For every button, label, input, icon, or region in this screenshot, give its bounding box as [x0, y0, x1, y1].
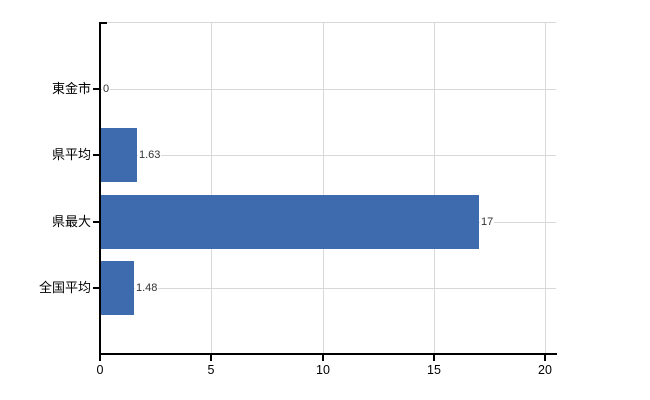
- plot-top-border: [100, 22, 556, 23]
- y-axis: [99, 22, 101, 355]
- row-gridline: [100, 155, 556, 156]
- x-tick: [322, 355, 324, 361]
- y-tick: [93, 154, 100, 156]
- value-label: 1.48: [135, 281, 159, 295]
- y-tick: [93, 287, 100, 289]
- x-tick-label: 15: [427, 363, 441, 377]
- y-axis-top-tick: [100, 22, 107, 24]
- x-axis: [99, 353, 557, 355]
- value-label: 0: [102, 82, 111, 96]
- x-tick: [544, 355, 546, 361]
- bar: [101, 261, 134, 315]
- value-label: 17: [480, 215, 495, 229]
- category-label: 東金市: [51, 81, 91, 96]
- bar: [101, 195, 479, 249]
- x-gridline: [323, 22, 324, 353]
- x-tick: [99, 355, 101, 361]
- bar: [101, 128, 137, 182]
- category-label: 県平均: [51, 147, 91, 162]
- x-tick-label: 0: [96, 363, 104, 377]
- y-tick: [93, 88, 100, 90]
- row-gridline: [100, 89, 556, 90]
- x-tick-label: 5: [207, 363, 215, 377]
- x-gridline: [434, 22, 435, 353]
- category-label: 県最大: [51, 214, 91, 229]
- x-gridline: [545, 22, 546, 353]
- x-tick: [433, 355, 435, 361]
- row-gridline: [100, 288, 556, 289]
- x-tick-label: 10: [316, 363, 330, 377]
- y-tick: [93, 221, 100, 223]
- category-label: 全国平均: [38, 280, 91, 295]
- x-gridline: [211, 22, 212, 353]
- x-tick-label: 20: [538, 363, 552, 377]
- x-tick: [210, 355, 212, 361]
- value-label: 1.63: [138, 148, 162, 162]
